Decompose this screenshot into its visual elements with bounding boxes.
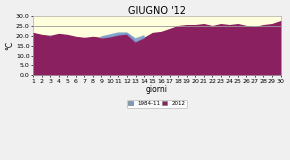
Title: GIUGNO '12: GIUGNO '12 [128,6,186,16]
Y-axis label: °C: °C [6,41,14,50]
Legend: 1984-11, 2012: 1984-11, 2012 [127,100,187,108]
X-axis label: giorni: giorni [146,85,168,94]
